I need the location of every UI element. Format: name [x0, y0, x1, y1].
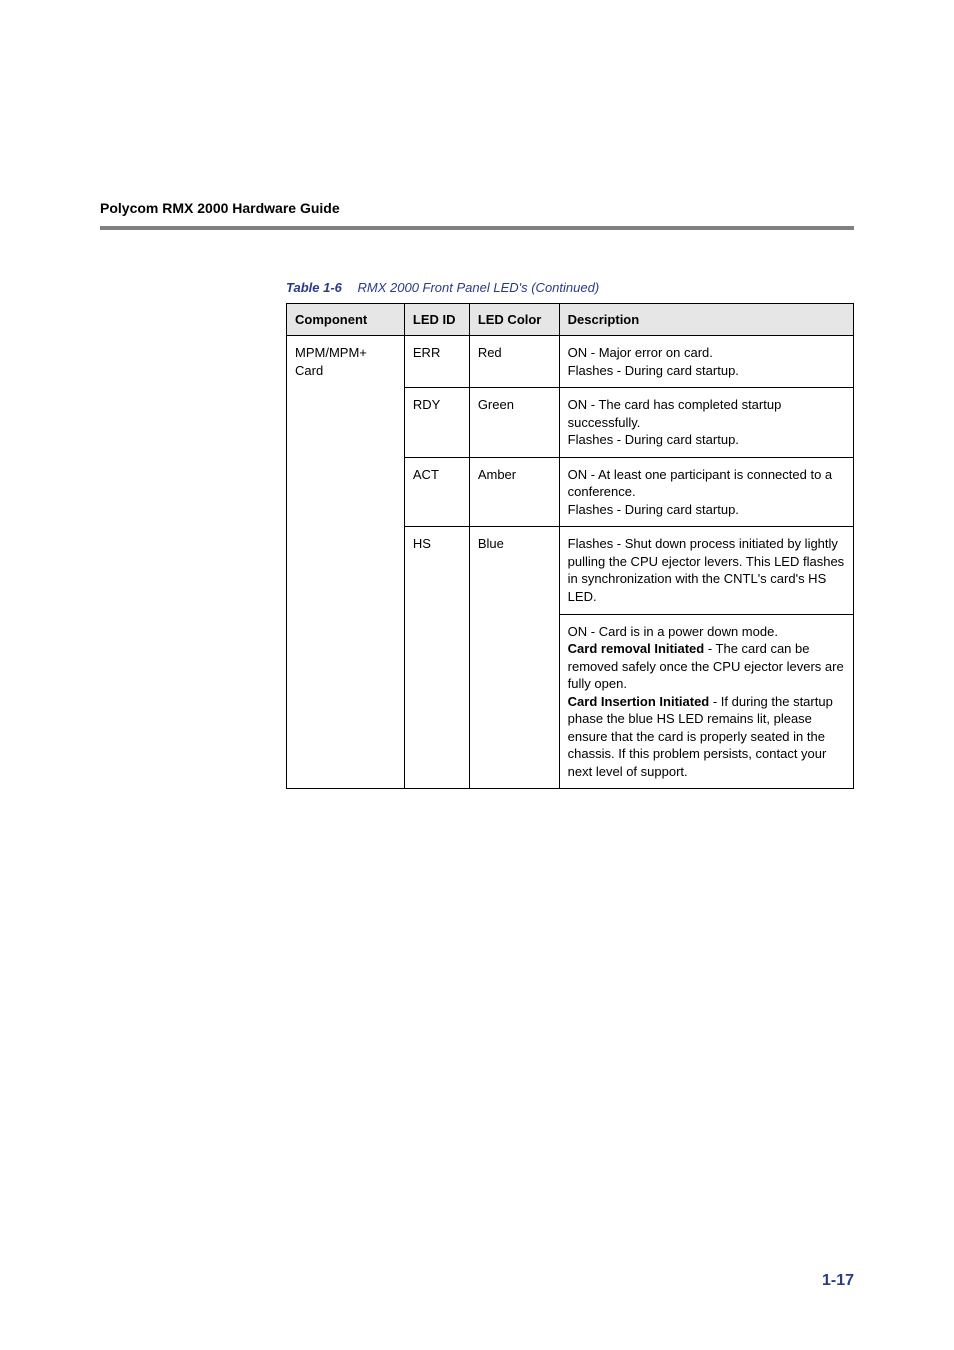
th-description: Description [559, 304, 853, 336]
cell-led-color: Amber [469, 457, 559, 527]
hs-extra-bold2: Card Insertion Initiated [568, 694, 710, 709]
document-page: Polycom RMX 2000 Hardware Guide Table 1-… [0, 0, 954, 1350]
page-header-title: Polycom RMX 2000 Hardware Guide [100, 200, 340, 216]
cell-led-color: Blue [469, 527, 559, 789]
th-led-color: LED Color [469, 304, 559, 336]
table-header-row: Component LED ID LED Color Description [287, 304, 854, 336]
cell-led-id: ERR [404, 336, 469, 388]
caption-label: Table 1-6 [286, 280, 342, 295]
cell-description: ON - Major error on card.Flashes - Durin… [559, 336, 853, 388]
cell-description: Flashes - Shut down process initiated by… [559, 527, 853, 614]
led-table: Component LED ID LED Color Description M… [286, 303, 854, 789]
caption-text: RMX 2000 Front Panel LED's (Continued) [358, 280, 600, 295]
cell-led-id: ACT [404, 457, 469, 527]
cell-description: ON - At least one participant is connect… [559, 457, 853, 527]
th-led-id: LED ID [404, 304, 469, 336]
cell-led-id: HS [404, 527, 469, 789]
cell-component: MPM/MPM+ Card [287, 336, 405, 789]
th-component: Component [287, 304, 405, 336]
cell-led-color: Green [469, 388, 559, 458]
cell-description: ON - The card has completed startup succ… [559, 388, 853, 458]
table-row: MPM/MPM+ Card ERR Red ON - Major error o… [287, 336, 854, 388]
table-caption: Table 1-6 RMX 2000 Front Panel LED's (Co… [286, 280, 854, 295]
cell-description-extra: ON - Card is in a power down mode. Card … [559, 614, 853, 789]
hs-extra-line1: ON - Card is in a power down mode. [568, 624, 778, 639]
page-number: 1-17 [822, 1272, 854, 1290]
cell-led-id: RDY [404, 388, 469, 458]
header-rule [100, 226, 854, 230]
page-content: Table 1-6 RMX 2000 Front Panel LED's (Co… [286, 280, 854, 789]
cell-led-color: Red [469, 336, 559, 388]
hs-extra-bold1: Card removal Initiated [568, 641, 705, 656]
